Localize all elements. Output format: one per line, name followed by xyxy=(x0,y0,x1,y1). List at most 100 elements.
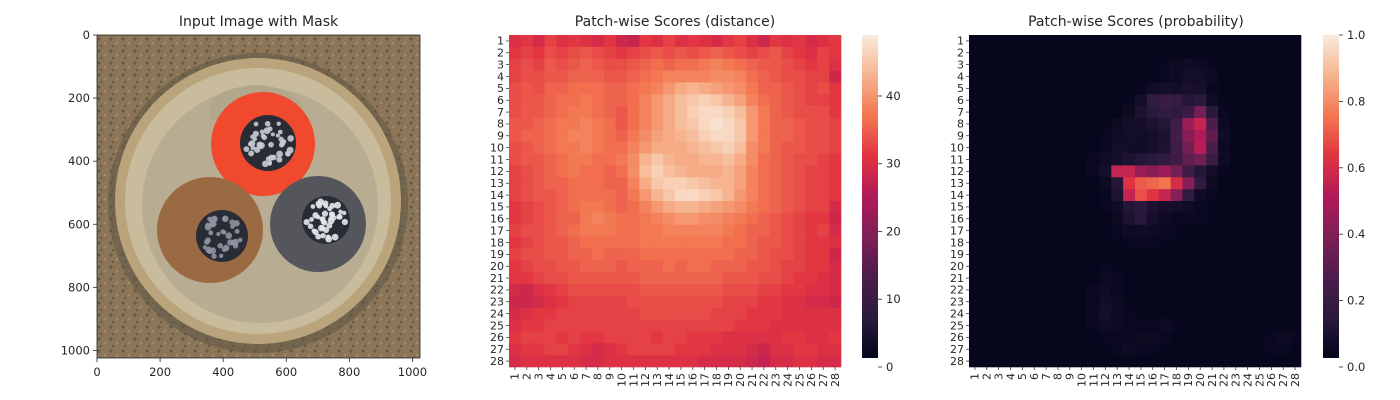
probability-cell xyxy=(969,46,982,60)
distance-cell xyxy=(793,106,806,119)
distance-cell xyxy=(651,248,664,261)
probability-cell xyxy=(1229,106,1243,119)
distance-cell xyxy=(639,118,652,131)
probability-heatmap-title: Patch-wise Scores (probability) xyxy=(1028,14,1244,30)
probability-cell xyxy=(1028,177,1041,190)
distance-cell xyxy=(509,106,522,119)
probability-cell xyxy=(1218,70,1231,83)
distance-cell xyxy=(781,189,794,202)
probability-x-tick-label: 23 xyxy=(1230,373,1243,387)
probability-cell xyxy=(1052,94,1065,107)
probability-cell xyxy=(1229,331,1243,344)
probability-cell xyxy=(1063,284,1077,297)
distance-cell xyxy=(793,284,806,297)
distance-cell xyxy=(734,331,747,344)
probability-cell xyxy=(969,118,982,131)
probability-cell xyxy=(969,177,982,190)
probability-x-tick-label: 16 xyxy=(1147,373,1160,387)
probability-cell xyxy=(1265,35,1278,48)
probability-cell xyxy=(1063,248,1077,261)
probability-cell xyxy=(1253,284,1266,297)
probability-cell xyxy=(1194,141,1207,154)
probability-cell xyxy=(1063,260,1077,273)
distance-cell xyxy=(758,295,771,309)
probability-cell xyxy=(1135,82,1148,95)
probability-cell xyxy=(1016,212,1029,226)
probability-cell xyxy=(1016,189,1029,202)
probability-cell xyxy=(1087,82,1100,95)
distance-cell xyxy=(568,284,581,297)
distance-cell xyxy=(769,141,783,154)
distance-cell xyxy=(651,355,664,368)
probability-cell xyxy=(1194,248,1207,261)
distance-cell xyxy=(651,118,664,131)
distance-cell xyxy=(568,260,581,273)
probability-cell xyxy=(1123,284,1136,297)
probability-cell xyxy=(1158,165,1171,178)
probability-cell xyxy=(969,295,982,309)
distance-cell xyxy=(781,295,794,309)
distance-cell xyxy=(734,58,747,71)
image-x-tick-label: 200 xyxy=(149,365,171,379)
distance-cell xyxy=(686,177,700,190)
probability-cell xyxy=(1075,82,1088,95)
distance-cell xyxy=(698,212,711,226)
probability-cell xyxy=(1194,94,1207,107)
distance-cell xyxy=(520,307,534,320)
distance-cell xyxy=(603,331,617,344)
distance-cell xyxy=(639,355,652,368)
probability-cell xyxy=(1099,129,1112,143)
distance-cell xyxy=(556,189,569,202)
probability-x-tick-label: 18 xyxy=(1170,373,1183,387)
probability-cell xyxy=(1135,177,1148,190)
probability-cell xyxy=(1111,272,1124,285)
probability-cell xyxy=(1111,236,1124,249)
distance-cell xyxy=(639,165,652,178)
probability-cell xyxy=(1206,141,1219,154)
distance-cell xyxy=(580,307,593,320)
distance-cell xyxy=(520,58,534,71)
distance-colorbar xyxy=(862,35,878,358)
probability-cell xyxy=(1052,212,1065,226)
distance-x-tick-label: 27 xyxy=(817,373,830,387)
distance-cell xyxy=(686,189,700,202)
probability-cell xyxy=(1075,355,1088,368)
distance-cell xyxy=(627,106,640,119)
distance-cell xyxy=(734,94,747,107)
probability-cell xyxy=(980,331,994,344)
probability-cell xyxy=(969,355,982,368)
distance-cell xyxy=(603,307,617,320)
distance-cell xyxy=(805,307,818,320)
image-x-tick-label: 800 xyxy=(338,365,360,379)
distance-cell xyxy=(698,272,711,285)
probability-cell xyxy=(1075,284,1088,297)
probability-cell xyxy=(1016,260,1029,273)
distance-cell xyxy=(627,260,640,273)
probability-cell xyxy=(1028,129,1041,143)
distance-cell xyxy=(734,212,747,226)
probability-cell xyxy=(992,46,1005,60)
probability-cell xyxy=(1206,118,1219,131)
distance-cell xyxy=(722,189,735,202)
distance-cell xyxy=(603,177,617,190)
probability-cell xyxy=(1028,82,1041,95)
probability-cell xyxy=(1099,46,1112,60)
probability-cell xyxy=(1158,272,1171,285)
probability-cell xyxy=(1004,331,1017,344)
probability-cell xyxy=(1123,331,1136,344)
probability-cell xyxy=(1111,224,1124,237)
probability-cell xyxy=(1265,331,1278,344)
distance-cell xyxy=(686,319,700,332)
distance-cell xyxy=(509,248,522,261)
distance-cell xyxy=(556,201,569,214)
distance-cell xyxy=(651,201,664,214)
probability-y-tick-label: 1 xyxy=(957,35,964,48)
probability-cell xyxy=(1004,189,1017,202)
distance-cell xyxy=(651,295,664,309)
probability-cell xyxy=(1099,58,1112,71)
distance-cell xyxy=(722,94,735,107)
probability-cell xyxy=(1099,224,1112,237)
probability-cell xyxy=(1040,129,1053,143)
probability-cell xyxy=(1241,129,1254,143)
distance-cell xyxy=(746,272,759,285)
